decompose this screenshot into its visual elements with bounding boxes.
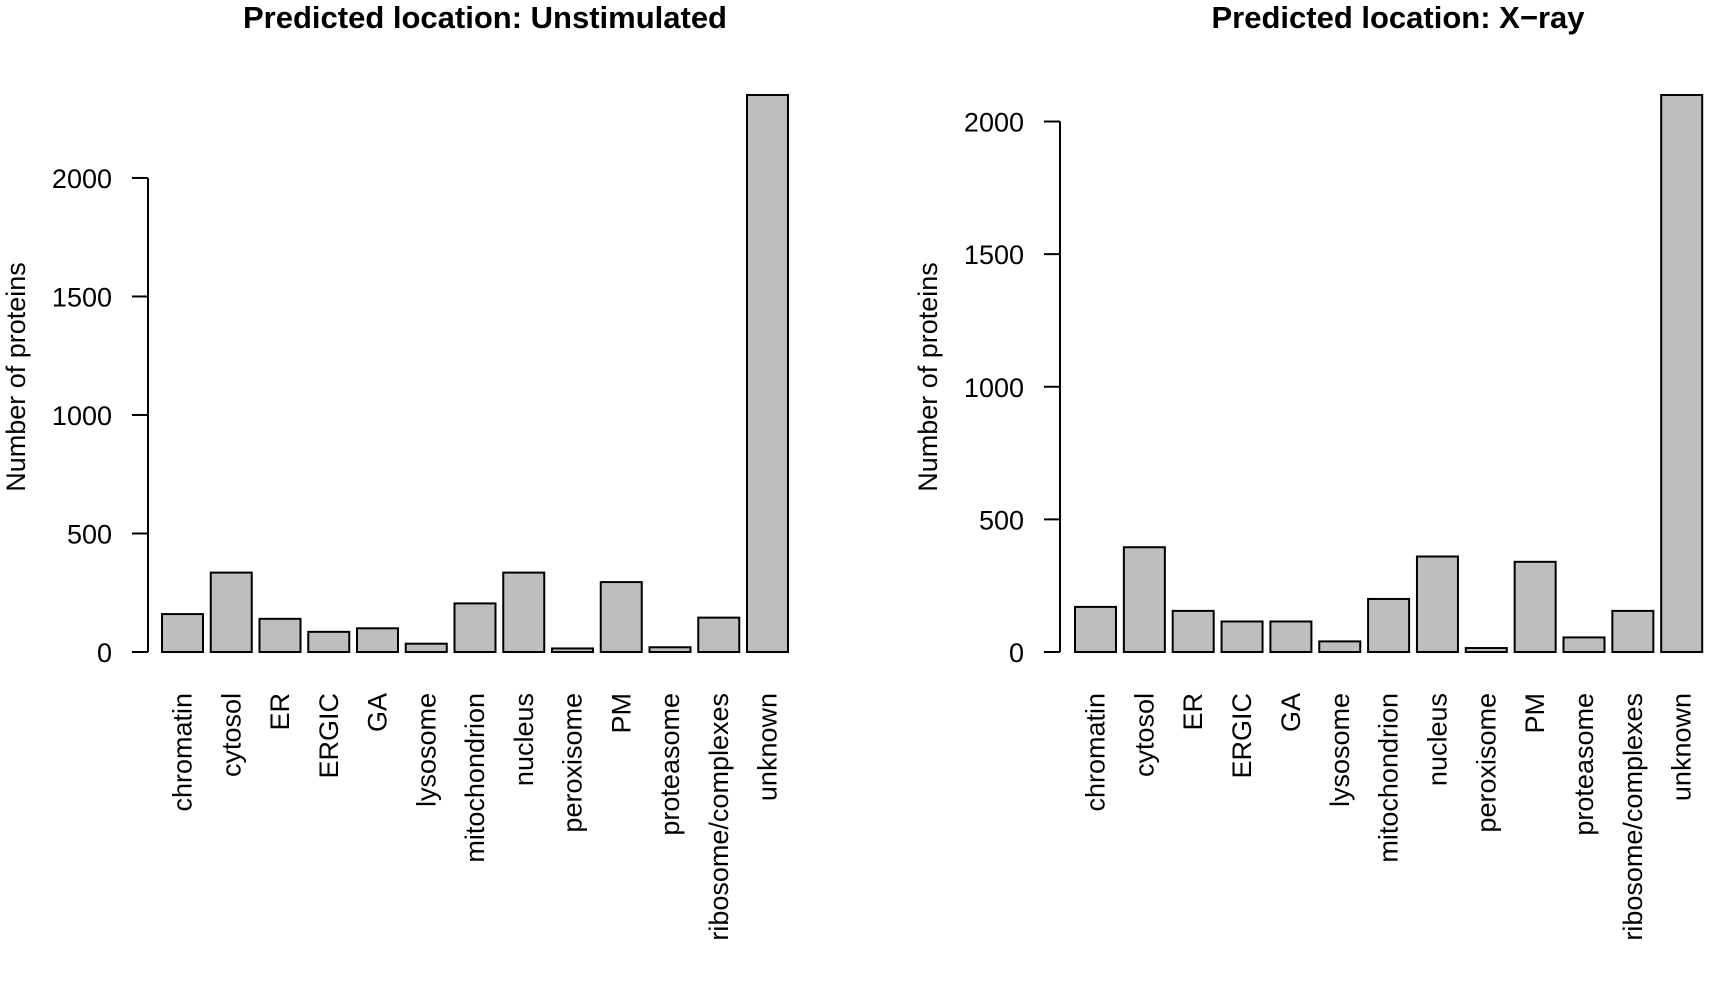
y-tick-label: 1000 bbox=[964, 373, 1024, 403]
y-axis-label: Number of proteins bbox=[1, 262, 31, 492]
x-category-label: cytosol bbox=[216, 693, 246, 777]
bar-chromatin bbox=[1074, 605, 1117, 654]
bar-nucleus bbox=[502, 571, 546, 654]
x-category-label: chromatin bbox=[168, 693, 198, 812]
x-category-label: ribosome/complexes bbox=[704, 693, 734, 941]
bar-lysosome bbox=[1318, 640, 1362, 654]
bar-ergic bbox=[307, 630, 351, 654]
x-category-label: ER bbox=[1178, 693, 1208, 731]
bar-mitochondrion bbox=[453, 602, 497, 654]
bar-proteasome bbox=[1562, 636, 1606, 654]
bar-chromatin bbox=[161, 613, 204, 654]
x-category-label: nucleus bbox=[1422, 693, 1452, 786]
y-tick-label: 500 bbox=[67, 519, 112, 549]
x-category-label: cytosol bbox=[1129, 693, 1159, 777]
x-category-label: lysosome bbox=[1325, 693, 1355, 807]
bar-ribosome-complexes bbox=[697, 616, 741, 653]
bar-ga bbox=[356, 627, 399, 653]
bar-ga bbox=[1269, 620, 1313, 653]
bar-er bbox=[1171, 609, 1215, 654]
x-category-label: proteasome bbox=[655, 693, 685, 836]
bar-pm bbox=[1513, 560, 1557, 653]
x-category-label: proteasome bbox=[1569, 693, 1599, 836]
bar-pm bbox=[599, 581, 643, 654]
x-category-label: ERGIC bbox=[314, 693, 344, 779]
y-axis-label: Number of proteins bbox=[913, 262, 943, 492]
y-tick-label: 1500 bbox=[964, 240, 1024, 270]
x-category-label: lysosome bbox=[411, 693, 441, 807]
y-tick-label: 1500 bbox=[52, 282, 112, 312]
x-category-label: peroxisome bbox=[558, 693, 588, 833]
bar-er bbox=[258, 617, 302, 653]
x-category-label: GA bbox=[1276, 693, 1306, 732]
chart-panel-unstimulated: Predicted location: Unstimulated Number … bbox=[1, 0, 789, 941]
bar-ribosome-complexes bbox=[1611, 609, 1655, 654]
x-category-label: ribosome/complexes bbox=[1618, 693, 1648, 941]
bar-mitochondrion bbox=[1367, 597, 1411, 654]
bar-proteasome bbox=[648, 646, 692, 654]
x-category-label: unknown bbox=[1667, 693, 1697, 801]
x-category-label: peroxisome bbox=[1471, 693, 1501, 833]
y-tick-label: 500 bbox=[979, 505, 1024, 535]
y-tick-label: 2000 bbox=[964, 108, 1024, 138]
bar-peroxisome bbox=[1464, 647, 1508, 653]
x-category-label: mitochondrion bbox=[1374, 693, 1404, 863]
bar-nucleus bbox=[1415, 555, 1459, 653]
chart-panel-xray: Predicted location: X−ray Number of prot… bbox=[913, 0, 1704, 941]
x-category-label: unknown bbox=[753, 693, 783, 801]
bar-lysosome bbox=[404, 642, 448, 654]
y-tick-label: 1000 bbox=[52, 401, 112, 431]
x-category-label: ERGIC bbox=[1227, 693, 1257, 779]
x-category-label: chromatin bbox=[1081, 693, 1111, 812]
bar-unknown bbox=[1660, 94, 1704, 653]
x-category-label: GA bbox=[363, 693, 393, 732]
chart-title: Predicted location: Unstimulated bbox=[243, 0, 727, 35]
bar-peroxisome bbox=[551, 647, 594, 654]
bar-cytosol bbox=[209, 571, 253, 654]
chart-title: Predicted location: X−ray bbox=[1212, 0, 1586, 35]
bar-cytosol bbox=[1122, 546, 1166, 654]
x-category-label: PM bbox=[606, 693, 636, 734]
y-tick-label: 0 bbox=[97, 638, 112, 668]
x-category-label: nucleus bbox=[509, 693, 539, 786]
x-category-label: ER bbox=[265, 693, 295, 731]
y-tick-label: 0 bbox=[1009, 638, 1024, 668]
x-category-label: PM bbox=[1520, 693, 1550, 734]
x-category-label: mitochondrion bbox=[460, 693, 490, 863]
bar-unknown bbox=[746, 94, 789, 653]
y-tick-label: 2000 bbox=[52, 164, 112, 194]
bar-ergic bbox=[1220, 620, 1264, 653]
